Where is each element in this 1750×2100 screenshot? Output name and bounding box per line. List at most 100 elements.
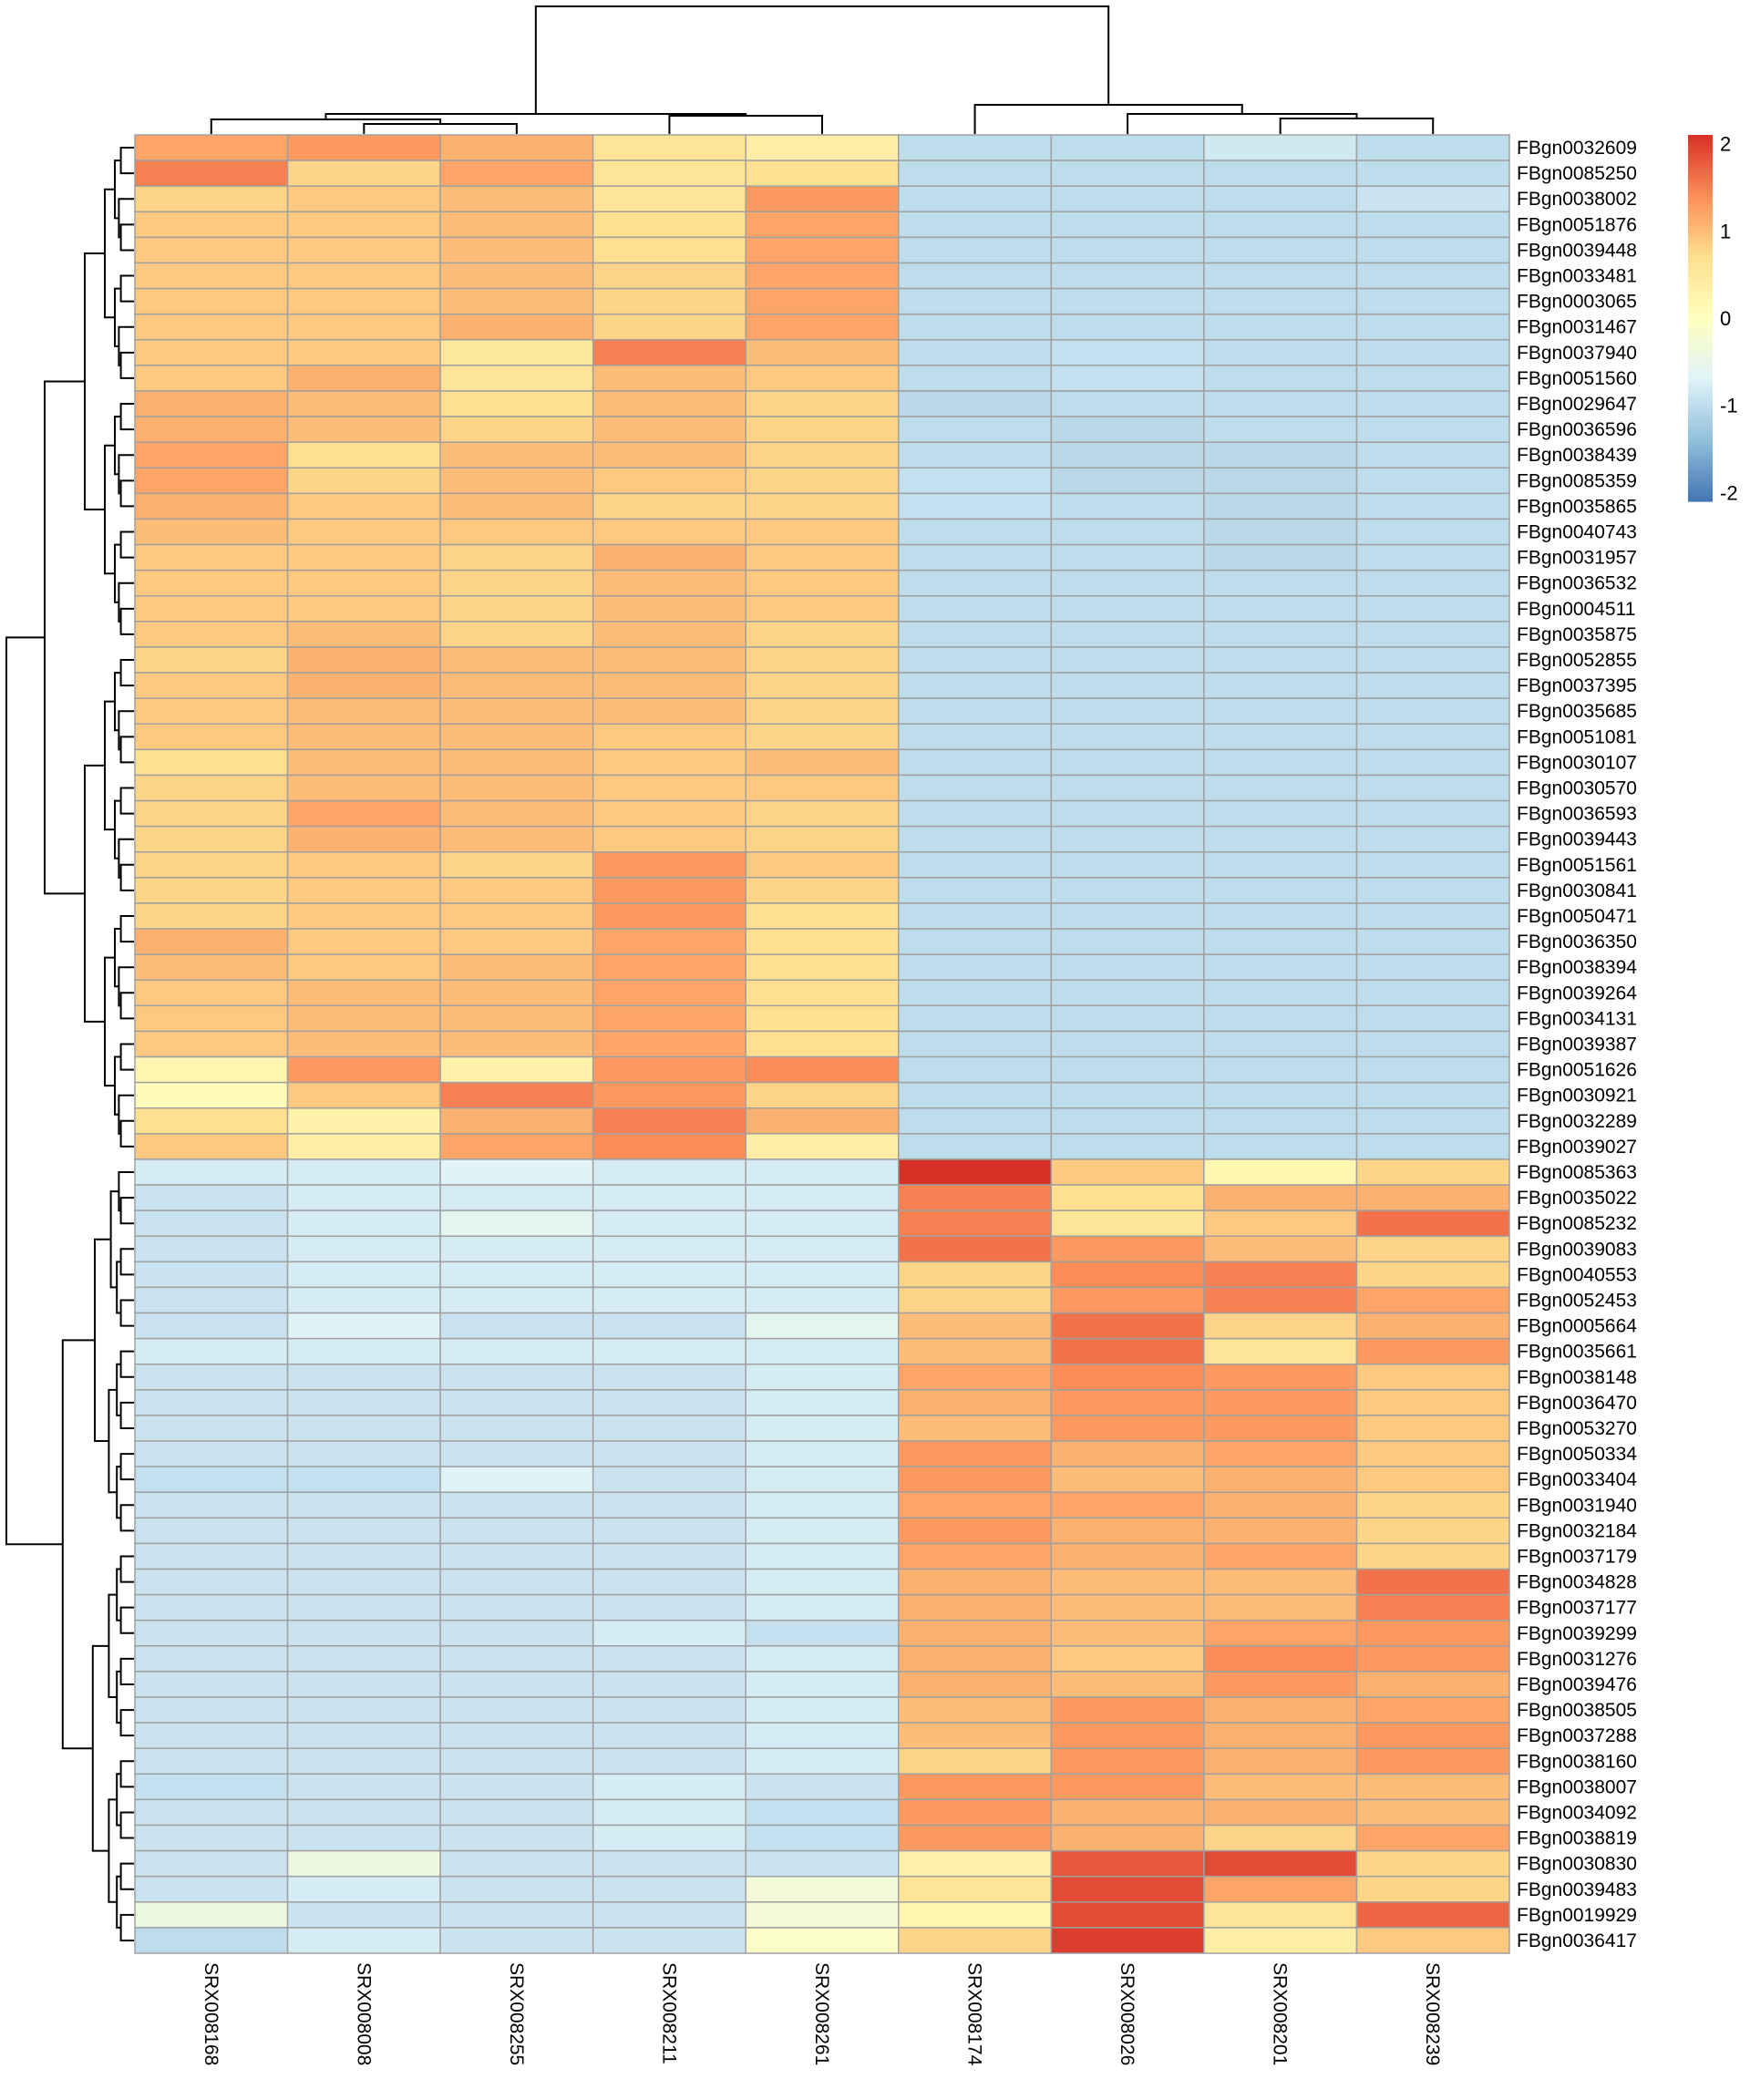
heatmap-cell [592, 185, 746, 213]
heatmap-cell [439, 799, 594, 828]
heatmap-cell [286, 1901, 441, 1929]
legend-color-step [1688, 241, 1713, 246]
dendrogram-branch [119, 147, 134, 175]
heatmap-cell [134, 467, 289, 495]
heatmap-cell [439, 134, 594, 161]
legend-color-step [1688, 369, 1713, 374]
heatmap-cell [134, 416, 289, 443]
heatmap-cell [745, 851, 900, 879]
heatmap-cell [439, 1568, 594, 1596]
legend-color-step [1688, 373, 1713, 377]
row-label: FBgn0032289 [1517, 1111, 1637, 1132]
row-label: FBgn0039387 [1517, 1035, 1637, 1055]
heatmap-cell [439, 1210, 594, 1237]
heatmap-cell [134, 236, 289, 264]
heatmap-cell [1355, 953, 1510, 982]
heatmap-cell [439, 1491, 594, 1519]
legend-color-step [1688, 325, 1713, 330]
heatmap-cell [134, 748, 289, 777]
heatmap-cell [134, 1645, 289, 1673]
heatmap-cell [286, 774, 441, 802]
legend-color-step [1688, 460, 1713, 466]
heatmap-cell [745, 621, 900, 648]
heatmap-cell [1050, 1849, 1205, 1878]
heatmap-cell [745, 1568, 900, 1596]
heatmap-cell [592, 697, 746, 726]
row-label: FBgn0053270 [1517, 1418, 1637, 1439]
dendrogram-branch [84, 252, 105, 510]
heatmap-cell [134, 1491, 289, 1519]
legend-color-step [1688, 464, 1713, 469]
legend-color-step [1688, 179, 1713, 183]
legend-color-step [1688, 204, 1713, 209]
heatmap-cell [286, 1696, 441, 1724]
heatmap-cell [898, 1415, 1053, 1442]
heatmap-cell [1050, 441, 1205, 469]
heatmap-cell [1203, 672, 1358, 699]
heatmap-cell [745, 211, 900, 239]
legend-color-step [1688, 318, 1713, 323]
heatmap-cell [439, 1235, 594, 1263]
heatmap-cell [592, 1133, 746, 1160]
heatmap-cell [745, 134, 900, 161]
heatmap-cell [1203, 1927, 1358, 1954]
heatmap-cell [745, 1824, 900, 1852]
heatmap-cell [898, 595, 1053, 623]
heatmap-cell [1203, 160, 1358, 187]
heatmap-cell [592, 979, 746, 1007]
legend-color-step [1688, 215, 1713, 221]
legend-color-step [1688, 211, 1713, 217]
heatmap-cell [898, 1210, 1053, 1237]
heatmap-cell [1355, 467, 1510, 495]
heatmap-cell [1355, 979, 1510, 1007]
heatmap-cell [286, 185, 441, 213]
heatmap-cell [592, 1030, 746, 1058]
heatmap-cell [134, 621, 289, 648]
heatmap-cell [592, 1798, 746, 1827]
heatmap-cell [592, 672, 746, 699]
heatmap-cell [1050, 1415, 1205, 1442]
heatmap-cell [439, 1337, 594, 1365]
heatmap-cell [134, 825, 289, 853]
heatmap-cell [745, 1671, 900, 1698]
heatmap-cell [592, 1773, 746, 1801]
heatmap-cell [134, 1722, 289, 1749]
heatmap-cell [1355, 569, 1510, 597]
heatmap-cell [1203, 595, 1358, 623]
dendrogram-branch [119, 992, 134, 1020]
heatmap-cell [592, 492, 746, 520]
heatmap-cell [898, 1081, 1053, 1109]
legend-color-step [1688, 347, 1713, 352]
row-label: FBgn0040743 [1517, 522, 1637, 543]
heatmap-cell [1050, 1593, 1205, 1621]
dendrogram-branch [61, 1339, 95, 1750]
heatmap-cell [439, 774, 594, 802]
legend-color-step [1688, 417, 1713, 422]
heatmap-cell [286, 1081, 441, 1109]
heatmap-cell [134, 492, 289, 520]
heatmap-cell [745, 1312, 900, 1340]
heatmap-cell [592, 1184, 746, 1211]
heatmap-cell [1050, 953, 1205, 982]
row-label: FBgn0039476 [1517, 1674, 1637, 1695]
row-label: FBgn0037179 [1517, 1546, 1637, 1567]
heatmap-cell [592, 441, 746, 469]
heatmap-cell [1050, 1286, 1205, 1314]
row-label: FBgn0036593 [1517, 804, 1637, 825]
dendrogram-branch [119, 1606, 134, 1634]
heatmap-cell [1203, 1107, 1358, 1135]
dendrogram-branch [119, 659, 134, 687]
legend-color-step [1688, 310, 1713, 315]
heatmap-cell [1203, 825, 1358, 853]
heatmap-cell [134, 1798, 289, 1827]
heatmap-cell [1203, 313, 1358, 341]
heatmap-cell [286, 1593, 441, 1621]
heatmap-cell [1050, 1235, 1205, 1263]
legend-color-step [1688, 299, 1713, 304]
heatmap-cell [1050, 825, 1205, 853]
dendrogram-branch [119, 1350, 134, 1378]
legend-color-step [1688, 333, 1713, 337]
row-label: FBgn0038439 [1517, 445, 1637, 466]
legend-color-step [1688, 431, 1713, 437]
heatmap-cell [1050, 211, 1205, 239]
